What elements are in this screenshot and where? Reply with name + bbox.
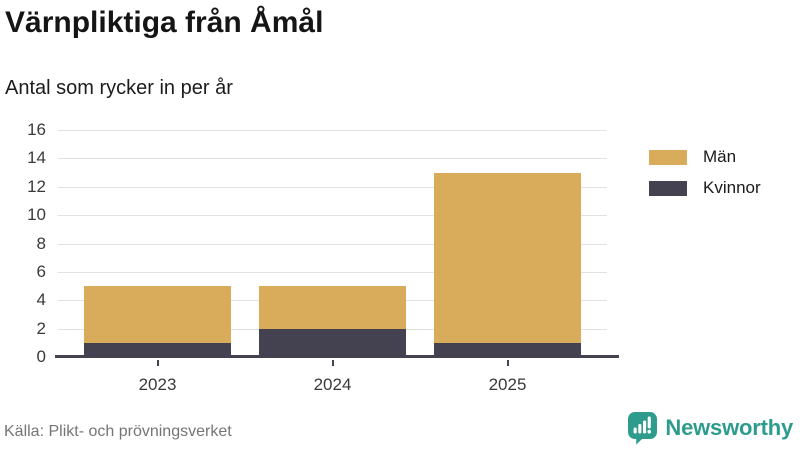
bars-layer: 2023 2024 2025 bbox=[70, 130, 595, 394]
newsworthy-logo: Newsworthy bbox=[627, 411, 793, 445]
gridline-y6 bbox=[58, 271, 607, 273]
bar-segment-män-2024 bbox=[259, 286, 406, 329]
stacked-bar-2023 bbox=[84, 286, 231, 357]
bar-group-2025: 2025 bbox=[420, 130, 595, 394]
legend-swatch bbox=[649, 149, 687, 165]
y-axis-tick-label: 8 bbox=[36, 233, 46, 253]
bar-group-2023: 2023 bbox=[70, 130, 245, 394]
x-axis-tick bbox=[156, 360, 159, 366]
x-axis-tick bbox=[331, 360, 334, 366]
x-axis-label-2025: 2025 bbox=[488, 375, 527, 394]
gridline-y14 bbox=[58, 158, 607, 160]
gridline-y16 bbox=[58, 130, 607, 131]
gridline-y8 bbox=[58, 243, 607, 245]
bar-segment-män-2025 bbox=[434, 172, 581, 343]
stacked-bar-2024 bbox=[259, 286, 406, 357]
chart-title: Värnpliktiga från Åmål bbox=[5, 6, 324, 39]
y-axis-tick-label: 12 bbox=[27, 176, 46, 196]
source-note: Källa: Plikt- och prövningsverket bbox=[4, 423, 232, 440]
y-axis-tick-label: 14 bbox=[27, 148, 46, 168]
legend-item-kvinnor: Kvinnor bbox=[649, 178, 761, 198]
newsworthy-wordmark: Newsworthy bbox=[665, 415, 793, 440]
legend-label: Kvinnor bbox=[703, 178, 761, 197]
y-axis-tick-label: 16 bbox=[27, 120, 46, 139]
x-axis-label-2023: 2023 bbox=[138, 375, 177, 394]
x-axis-tick bbox=[506, 360, 509, 366]
legend-swatch bbox=[649, 180, 687, 196]
gridline-y12 bbox=[58, 186, 607, 188]
y-axis-tick-label: 2 bbox=[36, 318, 46, 338]
legend-item-män: Män bbox=[649, 147, 761, 167]
x-axis-line bbox=[55, 355, 619, 358]
chart-legend: Män Kvinnor bbox=[649, 147, 761, 209]
bar-segment-kvinnor-2023 bbox=[84, 342, 231, 357]
gridline-y10 bbox=[58, 215, 607, 217]
y-axis-tick-label: 6 bbox=[36, 261, 46, 281]
chart-subtitle: Antal som rycker in per år bbox=[5, 77, 233, 99]
x-axis-label-2024: 2024 bbox=[313, 375, 352, 394]
y-axis-tick-label: 0 bbox=[36, 347, 46, 366]
newsworthy-bubble-chart-icon bbox=[628, 412, 658, 445]
bar-chart-plot-area: 0 2 4 6 8 10 12 14 16 2023 2024 2025 bbox=[27, 120, 619, 394]
y-axis-tick-label: 4 bbox=[36, 290, 46, 310]
y-axis-tick-label: 10 bbox=[27, 205, 46, 225]
legend-label: Män bbox=[703, 147, 737, 166]
bar-group-2024: 2024 bbox=[245, 130, 420, 394]
bar-segment-kvinnor-2025 bbox=[434, 342, 581, 357]
stacked-bar-2025 bbox=[434, 172, 581, 357]
bar-segment-kvinnor-2024 bbox=[259, 328, 406, 357]
bar-segment-män-2023 bbox=[84, 286, 231, 343]
